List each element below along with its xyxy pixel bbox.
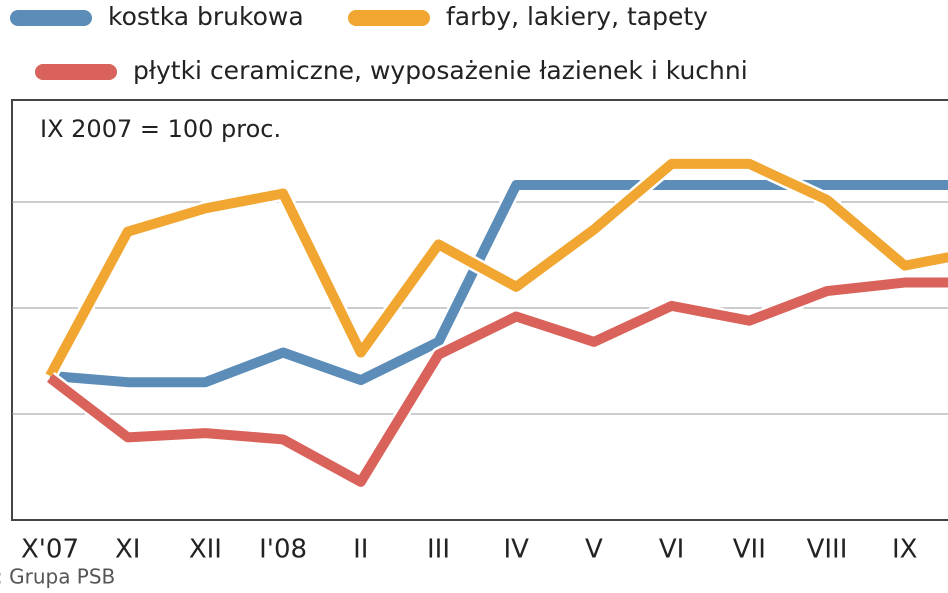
- x-tick-label: XI: [115, 535, 140, 565]
- x-tick-label: XII: [189, 535, 222, 565]
- plot-frame: [11, 99, 948, 521]
- x-tick-label: VI: [659, 535, 684, 565]
- x-tick-label: V: [585, 535, 603, 565]
- x-tick-label: IV: [503, 535, 529, 565]
- x-tick-label: III: [427, 535, 450, 565]
- line: [46, 277, 948, 487]
- legend-label: kostka brukowa: [108, 2, 304, 31]
- x-tick-label: I'08: [259, 535, 307, 565]
- line: [45, 158, 948, 379]
- legend-swatch: [35, 64, 117, 80]
- source: : Grupa PSB: [0, 565, 115, 589]
- x-tick-label: VII: [733, 535, 766, 565]
- x-tick-label: VIII: [807, 535, 848, 565]
- legend-label: płytki ceramiczne, wyposażenie łazienek …: [133, 56, 748, 85]
- line: [49, 180, 948, 388]
- legend-swatch: [348, 10, 430, 26]
- subtitle: IX 2007 = 100 proc.: [40, 115, 281, 143]
- x-tick-label: II: [353, 535, 368, 565]
- x-tick-label: IX: [892, 535, 917, 565]
- x-tick-label: X'07: [21, 535, 79, 565]
- legend-swatch: [10, 10, 92, 26]
- legend-label: farby, lakiery, tapety: [446, 2, 708, 31]
